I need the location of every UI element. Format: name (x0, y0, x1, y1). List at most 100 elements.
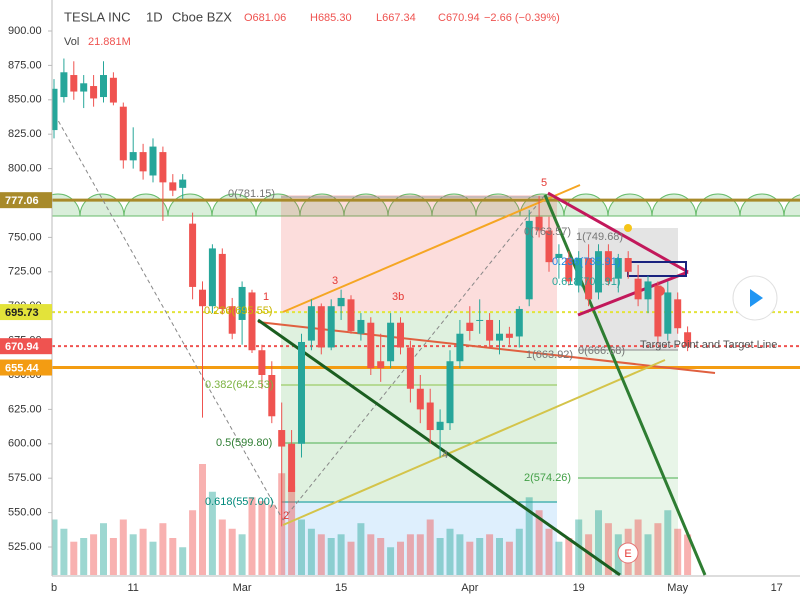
y-tick-label: 750.00 (8, 231, 42, 243)
candle-body (664, 292, 672, 334)
volume-bar (317, 534, 325, 575)
y-tick-label: 875.00 (8, 59, 42, 71)
fib-label: 0.5(599.80) (216, 437, 272, 449)
volume-bar (90, 534, 98, 575)
volume-bar (228, 528, 236, 575)
fib-label: 0.618(557.00) (205, 496, 274, 508)
volume-bar (357, 523, 365, 575)
volume-bar (327, 538, 335, 575)
y-tick-label: 525.00 (8, 541, 42, 553)
candle-body (248, 292, 256, 351)
candle-body (189, 223, 197, 287)
arch (607, 193, 653, 217)
volume-bar (149, 541, 157, 575)
volume-bar (456, 534, 464, 575)
trend-line (257, 318, 621, 577)
volume-value: 21.881M (88, 36, 131, 48)
volume-bar (258, 501, 266, 575)
volume-bar (139, 528, 147, 575)
volume-bar (169, 538, 177, 575)
level-label-bg (0, 338, 52, 355)
candle-body (70, 75, 78, 92)
candle-body (60, 72, 68, 98)
volume-bar (179, 547, 187, 575)
volume-bar (238, 534, 246, 575)
y-tick-label: 575.00 (8, 472, 42, 484)
candle-body (169, 182, 177, 191)
triangle-line (577, 270, 689, 317)
marker-dot (624, 224, 632, 232)
candle-body (624, 258, 632, 272)
level-label-bg (0, 304, 52, 321)
volume-bar (505, 541, 513, 575)
volume-bar (109, 538, 117, 575)
candle-body (565, 258, 573, 282)
candle-body (466, 322, 474, 331)
volume-title: Vol (64, 36, 79, 48)
candle-body (644, 281, 652, 300)
volume-bar (426, 519, 434, 575)
volume-bar (337, 534, 345, 575)
header-bg (58, 5, 536, 29)
candle-body (525, 220, 533, 300)
candle-body (476, 319, 484, 321)
play-icon[interactable] (750, 289, 763, 307)
wave-label: 4 (442, 449, 448, 461)
fib-label: 0(763.57) (524, 226, 571, 238)
fib-zone (281, 501, 557, 575)
fib-label: 2(574.26) (524, 472, 571, 484)
volume-bar (466, 541, 474, 575)
arch (783, 194, 800, 217)
wave-label: 3 (332, 275, 338, 287)
levels-layer (52, 198, 800, 370)
volume-bar (664, 510, 672, 575)
volume-bar (189, 510, 197, 575)
candle-body (278, 430, 286, 447)
candle-body (139, 152, 147, 172)
volume-bar (654, 523, 662, 575)
event-marker[interactable] (617, 542, 639, 564)
fib-label: 0(666.68) (578, 345, 625, 357)
candle-body (555, 253, 563, 259)
volume-bar (50, 519, 58, 575)
arch (123, 193, 169, 217)
wave-label: 1 (263, 291, 269, 303)
candle-body (307, 306, 315, 341)
fib-label: 0.618(701.91) (552, 276, 621, 288)
candle-body (109, 77, 117, 103)
arch (695, 193, 741, 217)
x-tick-label: 19 (573, 582, 585, 594)
candle-body (505, 333, 513, 338)
fib-zone (578, 350, 678, 575)
candle-body (585, 258, 593, 300)
candle-body (436, 421, 444, 431)
candle-body (179, 179, 187, 188)
candle-body (614, 258, 622, 279)
candle-body (347, 299, 355, 331)
candle-body (317, 306, 325, 348)
x-tick-label: 11 (127, 582, 138, 594)
candle-body (367, 322, 375, 369)
level-label: 655.44 (5, 362, 40, 374)
candle-body (674, 299, 682, 329)
volume-bar (476, 538, 484, 575)
volume-bar (70, 541, 78, 575)
candle-body (327, 306, 335, 348)
candle-body (258, 350, 266, 375)
level-label-bg (0, 359, 52, 376)
candle-body (228, 306, 236, 334)
y-tick-label: 550.00 (8, 507, 42, 519)
arch (739, 193, 785, 217)
level-label: 777.06 (5, 195, 39, 207)
volume-bar (684, 534, 692, 575)
candle-body (595, 251, 602, 293)
candle-body (634, 278, 642, 300)
volume-bar (674, 528, 682, 575)
candle-body (238, 286, 246, 320)
volume-bar (129, 534, 137, 575)
volume-bar (377, 538, 385, 575)
candle-body (535, 216, 543, 231)
event-label[interactable]: E (624, 548, 631, 560)
arch (79, 193, 125, 217)
level-label: 670.94 (5, 341, 40, 353)
